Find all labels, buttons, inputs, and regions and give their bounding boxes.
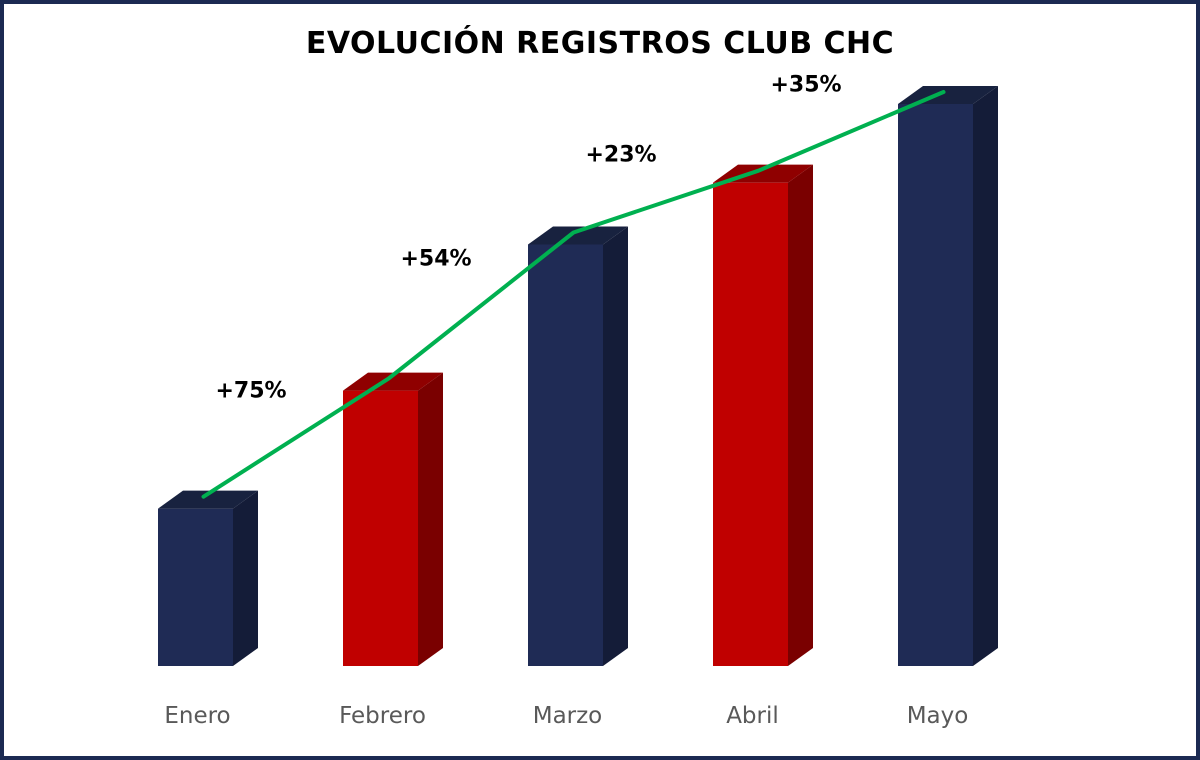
bar-side (973, 86, 998, 666)
growth-label: +75% (215, 379, 286, 404)
growth-label: +35% (770, 72, 841, 97)
bar-side (788, 164, 813, 666)
bar-side (233, 490, 258, 666)
category-labels-group: Enero Febrero Marzo Abril Mayo (164, 703, 968, 729)
chart-title: EVOLUCIÓN REGISTROS CLUB CHC (305, 26, 895, 61)
bar-side (418, 372, 443, 666)
bar-side (603, 226, 628, 666)
bar-abril (713, 164, 813, 666)
category-label-mayo: Mayo (907, 703, 969, 729)
bar-febrero (343, 372, 443, 666)
category-label-abril: Abril (726, 703, 779, 729)
category-label-enero: Enero (164, 703, 230, 729)
growth-label: +54% (400, 247, 471, 272)
bar-front (158, 508, 233, 666)
bar-front (713, 182, 788, 666)
trend-line (201, 90, 946, 499)
growth-labels-group: +75% +54% +23% +35% (215, 72, 841, 403)
bar-front (898, 104, 973, 666)
category-label-febrero: Febrero (339, 703, 426, 729)
bar-mayo (898, 86, 998, 666)
bar-front (343, 390, 418, 666)
category-label-marzo: Marzo (533, 703, 603, 729)
bar-marzo (528, 226, 628, 666)
bar-front (528, 244, 603, 666)
bars-group (158, 86, 998, 666)
bar-enero (158, 490, 258, 666)
bar-top (158, 490, 258, 509)
bar-top (528, 226, 628, 245)
bar-top (343, 372, 443, 391)
growth-label: +23% (585, 143, 656, 168)
